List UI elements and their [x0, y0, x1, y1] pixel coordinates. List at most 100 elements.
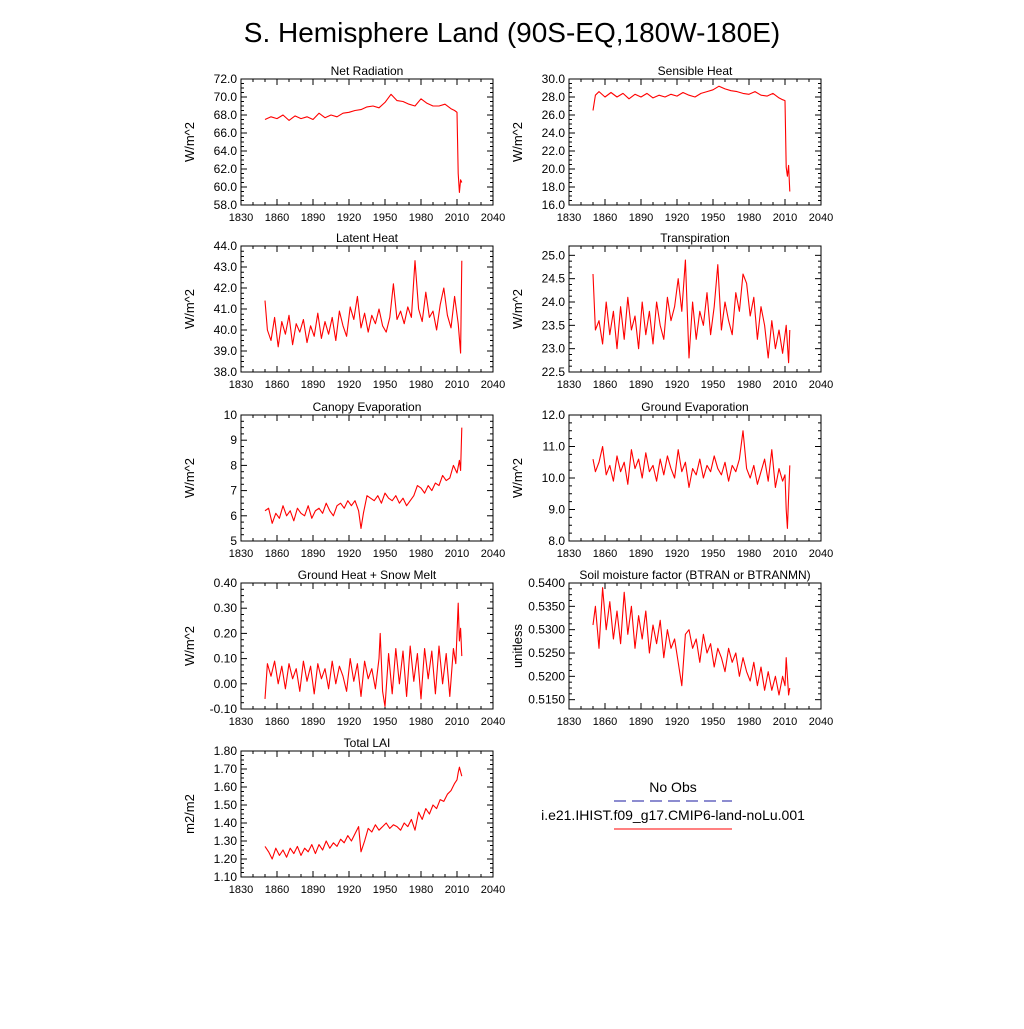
y-axis-label: W/m^2	[510, 289, 525, 329]
y-tick-label: 1.40	[214, 816, 238, 830]
y-tick-label: 10.0	[542, 471, 566, 485]
y-tick-label: 12.0	[542, 408, 566, 422]
series-line	[264, 427, 463, 529]
x-tick-label: 2010	[445, 884, 469, 896]
y-tick-label: 0.40	[214, 576, 238, 590]
plot-frame	[240, 750, 494, 878]
x-tick-label: 2040	[809, 379, 833, 391]
chart-panel: 1830 1860 1890 1920 1950 1980 2010 2040 16.0 18.0…	[510, 64, 833, 224]
y-axis-label: W/m^2	[182, 122, 197, 162]
y-tick-label: 0.30	[214, 601, 238, 615]
plot-frame	[568, 78, 822, 206]
y-tick-label: 43.0	[214, 260, 238, 274]
x-tick-label: 1950	[373, 716, 397, 728]
x-tick-label: 2010	[445, 212, 469, 224]
series-line	[264, 766, 463, 860]
x-tick-label: 2010	[773, 379, 797, 391]
y-tick-label: 24.0	[542, 295, 566, 309]
x-tick-label: 2010	[773, 212, 797, 224]
chart-panel: 1830 1860 1890 1920 1950 1980 2010 2040 -0.10 0.0…	[182, 568, 505, 728]
y-tick-label: 1.30	[214, 834, 238, 848]
y-tick-label: 1.70	[214, 762, 238, 776]
x-tick-label: 2010	[773, 716, 797, 728]
plot-frame	[240, 245, 494, 373]
x-tick-label: 2010	[773, 548, 797, 560]
x-tick-label: 1920	[337, 212, 361, 224]
series-line	[264, 260, 463, 354]
y-tick-label: 1.20	[214, 852, 238, 866]
x-tick-label: 1890	[301, 884, 325, 896]
chart-title: Latent Heat	[336, 231, 399, 245]
x-tick-label: 1890	[301, 716, 325, 728]
plot-frame	[240, 78, 494, 206]
y-tick-label: 68.0	[214, 108, 238, 122]
x-tick-label: 2040	[809, 548, 833, 560]
x-tick-label: 2040	[481, 379, 505, 391]
series-line	[592, 430, 791, 529]
x-tick-label: 1950	[373, 212, 397, 224]
x-tick-label: 1860	[593, 548, 617, 560]
x-tick-label: 2010	[445, 379, 469, 391]
y-axis-label: W/m^2	[182, 458, 197, 498]
y-tick-label: 40.0	[214, 323, 238, 337]
x-tick-label: 1860	[265, 884, 289, 896]
x-tick-label: 1920	[337, 884, 361, 896]
chart-title: Transpiration	[660, 231, 730, 245]
x-tick-label: 1920	[665, 379, 689, 391]
x-tick-label: 1890	[301, 212, 325, 224]
x-tick-label: 1860	[265, 548, 289, 560]
series-line	[592, 259, 791, 364]
series-line	[592, 85, 791, 192]
x-tick-label: 1980	[409, 548, 433, 560]
x-tick-label: 1830	[229, 212, 253, 224]
x-tick-label: 1980	[737, 379, 761, 391]
chart-title: Ground Evaporation	[641, 400, 748, 414]
x-tick-label: 1950	[701, 548, 725, 560]
y-tick-label: 0.5300	[528, 623, 565, 637]
chart-title: Soil moisture factor (BTRAN or BTRANMN)	[579, 568, 810, 582]
y-tick-label: 24.0	[542, 126, 566, 140]
x-tick-label: 1920	[665, 716, 689, 728]
y-tick-label: -0.10	[210, 702, 238, 716]
plot-frame	[240, 582, 494, 710]
y-tick-label: 72.0	[214, 72, 238, 86]
y-tick-label: 6	[230, 509, 237, 523]
y-tick-label: 25.0	[542, 248, 566, 262]
y-tick-label: 9.0	[548, 503, 565, 517]
y-tick-label: 7	[230, 484, 237, 498]
x-tick-label: 1980	[409, 716, 433, 728]
chart-title: Canopy Evaporation	[313, 400, 422, 414]
chart-panels: 1830 1860 1890 1920 1950 1980 2010 204058.060.0…	[182, 64, 833, 896]
chart-title: Net Radiation	[331, 64, 404, 78]
x-tick-label: 2010	[445, 716, 469, 728]
y-tick-label: 1.10	[214, 870, 238, 884]
chart-panel: 1830 1860 1890 1920 1950 1980 2010 2040 0.5150 0.…	[510, 568, 833, 728]
y-tick-label: 1.80	[214, 744, 238, 758]
y-tick-label: 1.60	[214, 780, 238, 794]
chart-panel: 1830 1860 1890 1920 1950 1980 2010 2040 1.10 1.20…	[182, 736, 505, 896]
x-tick-label: 1950	[701, 716, 725, 728]
y-tick-label: 28.0	[542, 90, 566, 104]
chart-panel: 1830 1860 1890 1920 1950 1980 2010 2040 58.0 60.0…	[182, 64, 505, 224]
y-tick-label: 64.0	[214, 144, 238, 158]
x-tick-label: 1980	[737, 212, 761, 224]
y-tick-label: 23.5	[542, 318, 566, 332]
y-tick-label: 58.0	[214, 198, 238, 212]
x-tick-label: 1920	[337, 379, 361, 391]
y-tick-label: 66.0	[214, 126, 238, 140]
x-tick-label: 1830	[557, 379, 581, 391]
plot-frame	[568, 582, 822, 710]
x-tick-label: 1980	[737, 716, 761, 728]
y-tick-label: 22.0	[542, 144, 566, 158]
y-tick-label: 0.5200	[528, 669, 565, 683]
y-axis-label: unitless	[510, 623, 525, 668]
x-tick-label: 1830	[229, 379, 253, 391]
x-tick-label: 1830	[557, 548, 581, 560]
y-tick-label: 1.50	[214, 798, 238, 812]
y-tick-label: 0.5150	[528, 693, 565, 707]
chart-panel: 1830 1860 1890 1920 1950 1980 2010 2040 8.0 9.0 10…	[510, 400, 833, 560]
x-tick-label: 1980	[409, 379, 433, 391]
y-tick-label: 42.0	[214, 281, 238, 295]
y-axis-label: m2/m2	[182, 794, 197, 834]
